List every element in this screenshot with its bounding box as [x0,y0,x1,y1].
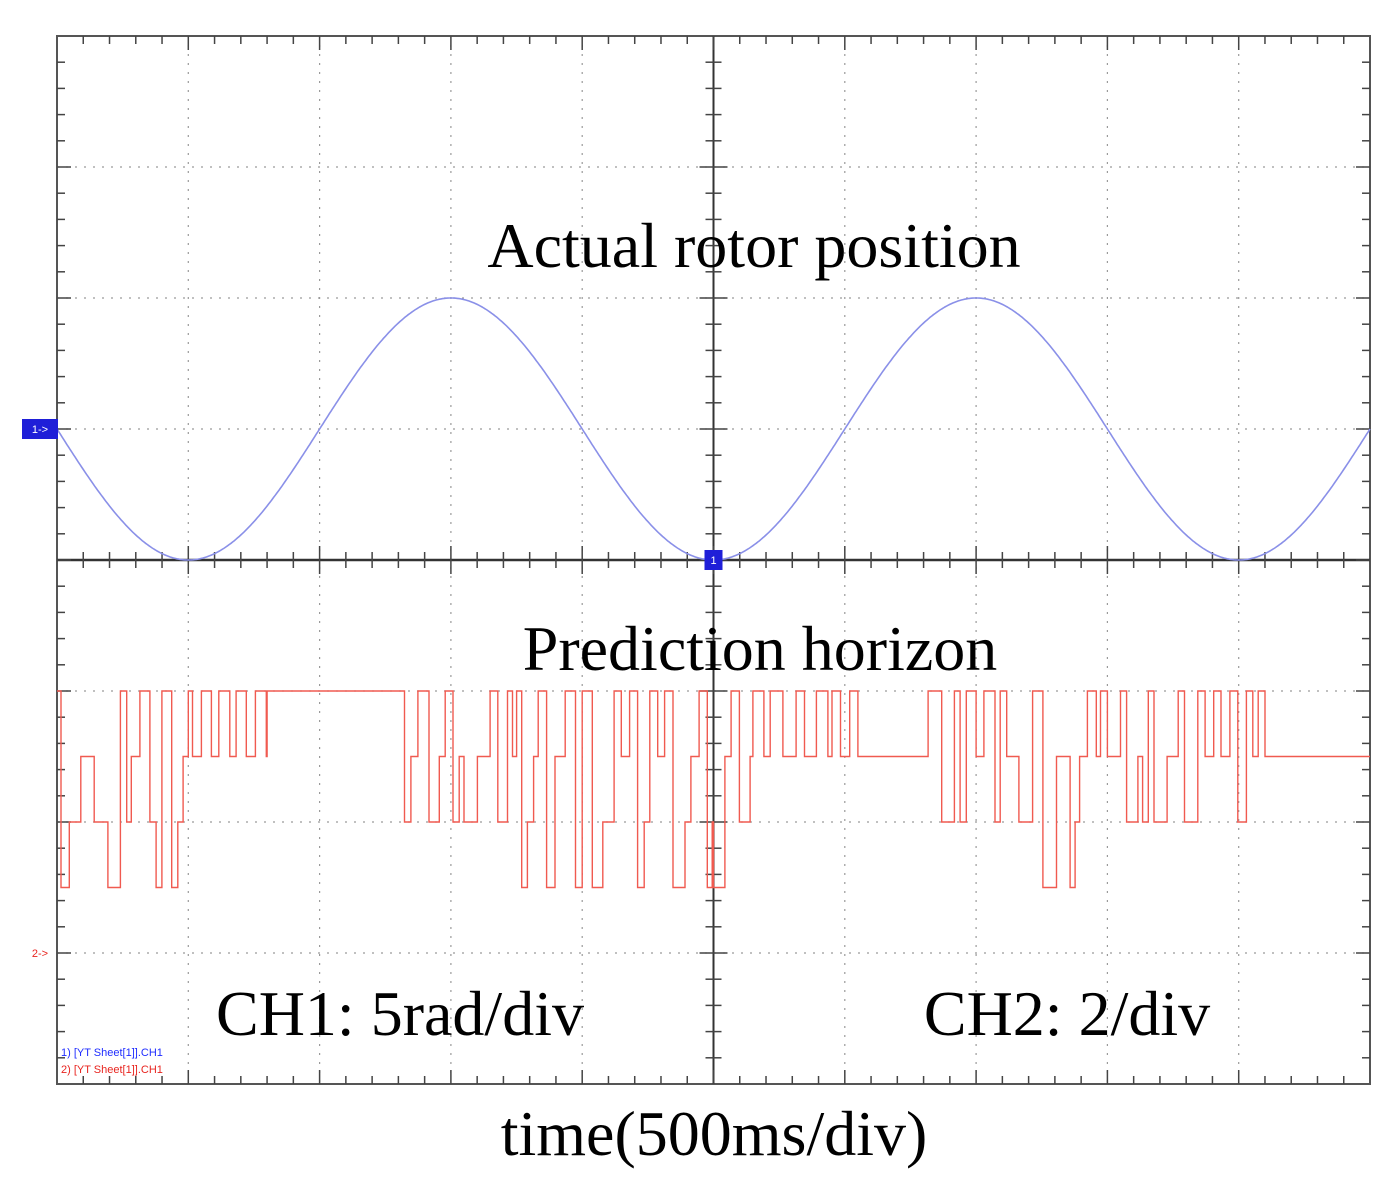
ch1-marker-label: 1-> [32,424,48,436]
ch2-marker-label: 2-> [32,948,48,960]
trigger-marker-box [704,550,723,570]
ch1-marker-box [22,419,58,439]
ch1-scale-label: CH1: 5rad/div [216,978,584,1049]
x-axis-label: time(500ms/div) [501,1098,928,1169]
ch1-title: Actual rotor position [487,210,1020,281]
ch2-scale-label: CH2: 2/div [924,978,1210,1049]
legend-entry: 2) [YT Sheet[1]].CH1 [61,1064,163,1076]
legend-entry: 1) [YT Sheet[1]].CH1 [61,1047,163,1059]
ch2-title: Prediction horizon [523,613,998,684]
grid [56,35,1371,1085]
trigger-marker-label: 1 [710,555,716,567]
annotations: Actual rotor position Prediction horizon… [216,210,1210,1169]
ch2-prediction-horizon-trace [57,690,1370,889]
markers: 1-> 2-> 1 1) [YT Sheet[1]].CH1 2) [YT Sheet[… [22,419,723,1076]
